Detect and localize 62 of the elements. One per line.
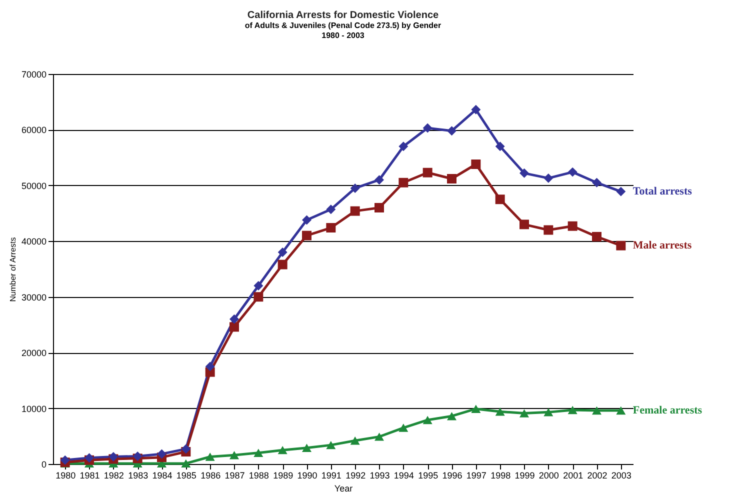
chart-title: California Arrests for Domestic Violence [247,10,440,21]
point [278,248,288,258]
x-tick-label: 1980 [56,470,76,480]
point [398,142,408,152]
point [302,215,312,225]
y-tick-label: 70000 [21,70,46,80]
point [254,280,264,290]
series-label: Male arrests [632,240,692,252]
point [108,452,118,462]
x-tick-label: 1984 [152,470,172,480]
point [326,204,336,214]
x-tick-label: 1996 [442,470,462,480]
x-tick-label: 1998 [490,470,511,480]
x-tick-label: 1999 [514,470,535,480]
point [230,314,239,324]
y-axis-title: Number of Arrests [8,237,18,302]
point [205,362,215,372]
x-tick-label: 1988 [248,470,269,480]
point [181,444,191,454]
chart-subtitle: of Adults & Juveniles (Penal Code 273.5) by Gender 1980 - 2003 [244,21,442,40]
x-tick-label: 1993 [370,470,390,480]
x-tick-label: 2003 [611,470,632,480]
point [616,186,626,196]
y-tick-label: 60000 [21,125,46,136]
y-tick-label: 10000 [21,404,46,414]
point [544,173,554,183]
x-tick-label: 1994 [394,470,414,480]
point [157,449,166,459]
point [520,168,529,178]
point [592,178,602,188]
x-tick-label: 1981 [80,470,100,480]
point [60,455,70,465]
point [447,126,456,136]
x-tick-label: 1995 [418,470,438,480]
point [495,142,505,152]
y-tick-label: 0 [41,460,46,470]
x-tick-label: 1986 [200,470,221,480]
x-tick-label: 1989 [273,470,294,480]
series-label: Female arrests [632,404,703,417]
y-tick-label: 30000 [21,292,46,302]
x-tick-label: 1991 [321,470,342,480]
x-tick-label: 2001 [563,470,584,480]
point [568,167,578,177]
y-tick-label: 20000 [21,348,46,358]
x-tick-label: 2000 [538,470,559,480]
point [350,183,360,193]
x-tick-label: 1985 [176,470,196,480]
x-tick-label: 1997 [466,470,486,480]
x-tick-label: 2002 [587,470,608,480]
x-tick-label: 1982 [104,470,124,480]
x-axis-title: Year [334,484,353,494]
point [422,123,432,133]
x-tick-label: 1987 [224,470,245,480]
point [132,451,142,461]
y-tick-label: 50000 [21,180,46,191]
series-label: Total arrests [632,186,693,198]
y-tick-label: 40000 [21,236,46,247]
point [374,175,384,185]
x-tick-label: 1990 [297,470,318,480]
point [471,104,481,114]
x-tick-label: 1992 [346,470,366,480]
x-tick-label: 1983 [128,470,148,480]
